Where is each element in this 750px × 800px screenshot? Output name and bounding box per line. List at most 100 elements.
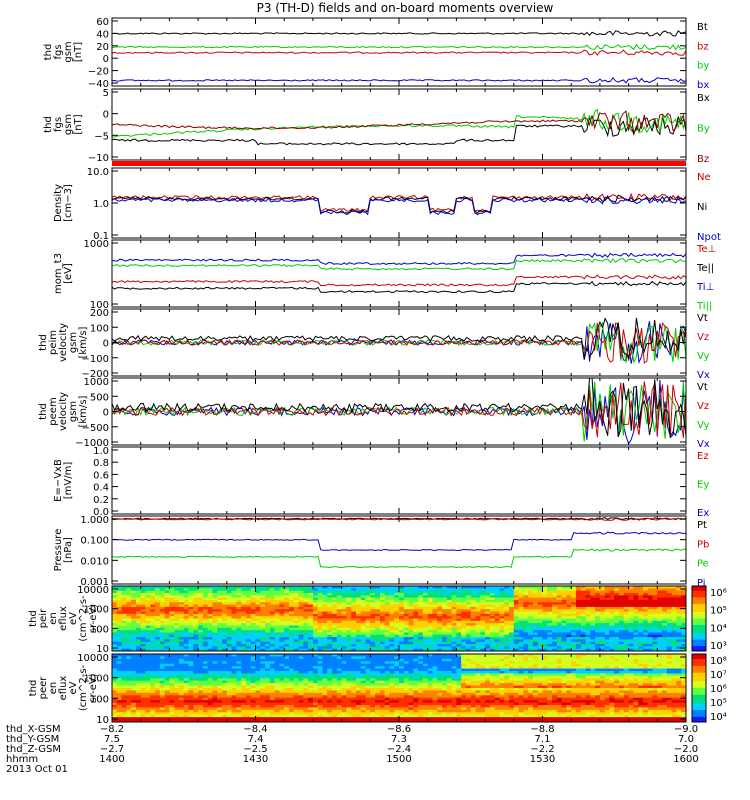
heatmap-cell [298, 623, 304, 626]
heatmap-cell [375, 588, 381, 592]
heatmap-cell [145, 666, 151, 670]
heatmap-cell [470, 646, 477, 650]
heatmap-cell [174, 616, 180, 619]
heatmap-cell [217, 595, 223, 599]
heatmap-cell [336, 599, 343, 603]
heatmap-cell [590, 625, 596, 629]
heatmap-cell [150, 661, 156, 665]
heatmap-cell [399, 634, 405, 638]
heatmap-cell [346, 606, 352, 610]
heatmap-cell [312, 648, 319, 651]
heatmap-cell [279, 623, 285, 626]
heatmap-cell [638, 623, 644, 626]
heatmap-cell [236, 656, 242, 660]
heatmap-cell [193, 654, 199, 657]
heatmap-cell [408, 634, 414, 638]
heatmap-cell [312, 632, 319, 636]
heatmap-cell [389, 597, 395, 601]
heatmap-cell [351, 597, 357, 601]
heatmap-cell [255, 625, 261, 629]
heatmap-cell [245, 641, 252, 645]
heatmap-cell [279, 599, 285, 603]
heatmap-cell [245, 675, 252, 679]
heatmap-cell [528, 597, 534, 601]
heatmap-cell [245, 683, 252, 687]
heatmap-cell [159, 648, 166, 651]
heatmap-cell [351, 613, 357, 617]
heatmap-cell [365, 637, 371, 640]
heatmap-cell [312, 609, 319, 613]
heatmap-cell [116, 688, 123, 691]
heatmap-cell [260, 717, 266, 721]
heatmap-cell [222, 588, 228, 592]
heatmap-cell [265, 702, 271, 706]
heatmap-cell [590, 646, 596, 650]
heatmap-cell [432, 634, 438, 638]
heatmap-cell [150, 637, 156, 640]
heatmap-cell [537, 630, 543, 633]
heatmap-cell [518, 609, 524, 613]
heatmap-cell [265, 656, 271, 660]
heatmap-cell [552, 586, 558, 589]
heatmap-cell [537, 625, 543, 629]
heatmap-cell [609, 646, 615, 650]
heatmap-cell [437, 613, 443, 617]
heatmap-cell [422, 632, 429, 636]
heatmap-cell [159, 658, 166, 662]
heatmap-cell [212, 661, 218, 665]
heatmap-cell [112, 707, 118, 711]
heatmap-cell [145, 602, 151, 606]
heatmap-cell [461, 588, 467, 592]
heatmap-cell [585, 609, 591, 613]
heatmap-cell [408, 630, 414, 633]
y-axis-label: gsm [63, 41, 74, 62]
panel-plot-area [112, 586, 686, 651]
heatmap-cell [442, 648, 448, 651]
heatmap-cell [676, 592, 682, 596]
heatmap-cell [202, 646, 209, 650]
heatmap-cell [451, 625, 457, 629]
heatmap-cell [207, 632, 213, 636]
heatmap-cell [571, 613, 577, 617]
heatmap-cell [255, 668, 261, 672]
heatmap-cell [513, 606, 520, 610]
heatmap-cell [666, 625, 673, 629]
heatmap-cell [126, 588, 132, 592]
panel-plot-area [112, 192, 686, 216]
heatmap-cell [269, 604, 276, 608]
heatmap-cell [174, 604, 180, 608]
heatmap-cell [504, 597, 510, 601]
heatmap-cell [379, 588, 386, 592]
heatmap-cell [470, 648, 477, 651]
heatmap-cell [269, 668, 276, 672]
heatmap-cell [155, 604, 161, 608]
heatmap-cell [226, 666, 233, 670]
heatmap-cell [198, 634, 204, 638]
heatmap-cell [599, 644, 606, 647]
heatmap-cell [499, 630, 505, 633]
heatmap-cell [293, 648, 300, 651]
heatmap-cell [155, 639, 161, 643]
heatmap-cell [265, 597, 271, 601]
heatmap-cell [293, 590, 300, 594]
heatmap-cell [312, 630, 319, 633]
heatmap-cell [198, 714, 204, 718]
heatmap-cell [657, 623, 663, 626]
legend-Pi: Pi [697, 578, 706, 589]
colorbar-label: 10⁴ [710, 623, 727, 634]
heatmap-cell [183, 705, 190, 708]
heatmap-cell [260, 663, 266, 667]
heatmap-cell [614, 586, 620, 589]
colorbar-step [692, 628, 706, 631]
heatmap-cell [652, 625, 658, 629]
heatmap-cell [470, 604, 477, 608]
heatmap-cell [212, 705, 218, 708]
heatmap-cell [178, 697, 185, 701]
heatmap-cell [145, 611, 151, 615]
heatmap-cell [231, 697, 237, 701]
heatmap-cell [217, 648, 223, 651]
heatmap-cell [518, 586, 524, 589]
heatmap-cell [638, 648, 644, 651]
heatmap-cell [642, 586, 649, 589]
heatmap-cell [155, 586, 161, 589]
